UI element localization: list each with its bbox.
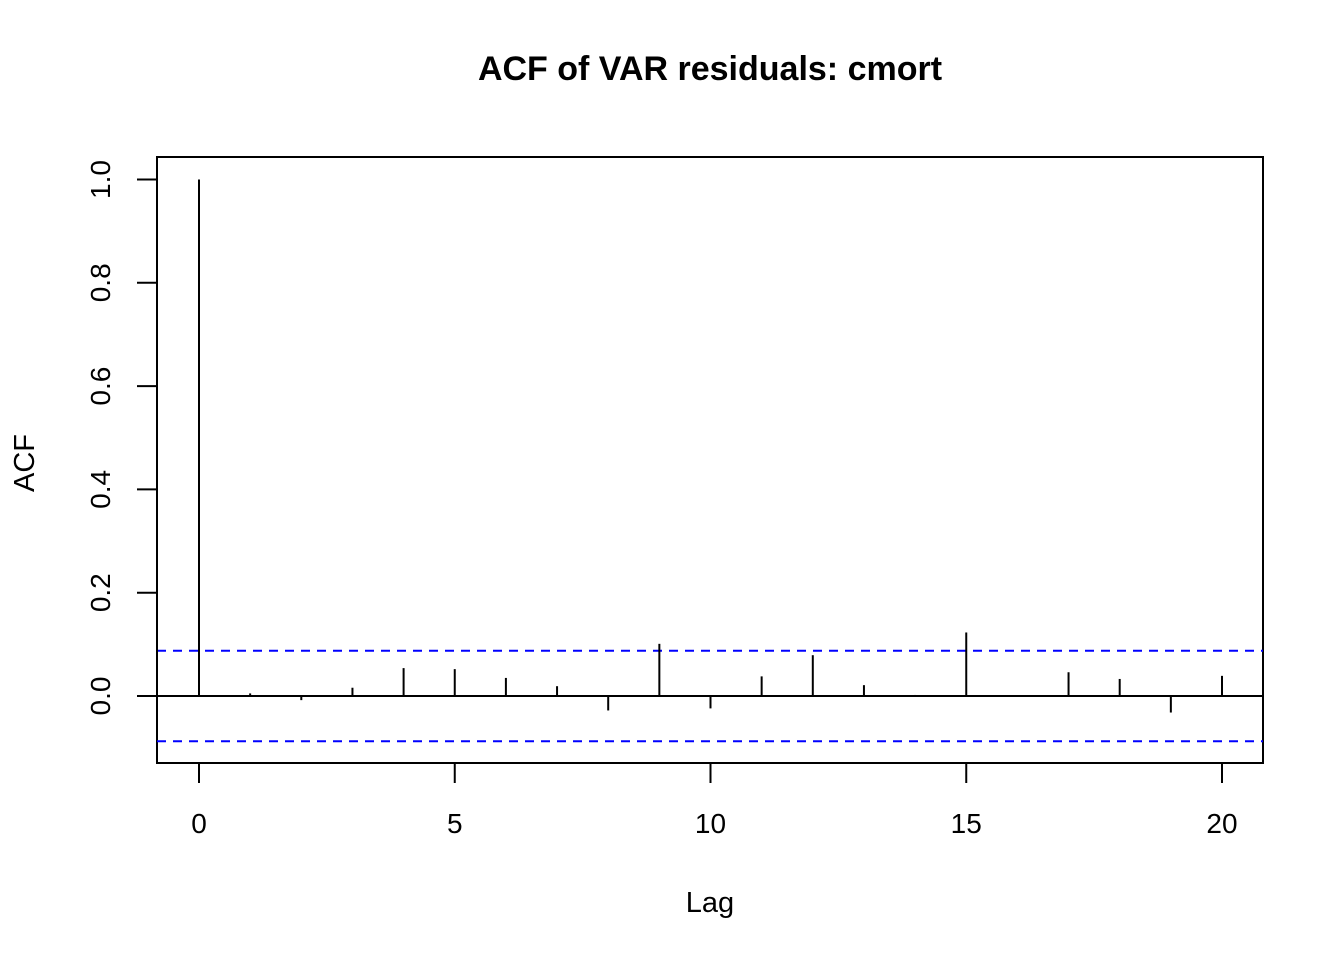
x-axis-label: Lag bbox=[686, 887, 734, 919]
chart-title: ACF of VAR residuals: cmort bbox=[478, 50, 942, 88]
y-tick-label: 0.4 bbox=[85, 470, 116, 509]
y-tick-label: 1.0 bbox=[85, 160, 116, 199]
y-axis-label: ACF bbox=[9, 434, 41, 492]
x-tick-label: 20 bbox=[1206, 808, 1237, 839]
y-tick-label: 0.2 bbox=[85, 573, 116, 612]
x-tick-label: 0 bbox=[191, 808, 207, 839]
x-tick-label: 15 bbox=[951, 808, 982, 839]
y-tick-label: 0.0 bbox=[85, 677, 116, 716]
plot-frame bbox=[156, 156, 1264, 764]
y-tick-label: 0.6 bbox=[85, 367, 116, 406]
y-tick-label: 0.8 bbox=[85, 263, 116, 302]
x-tick-label: 10 bbox=[695, 808, 726, 839]
x-tick-label: 5 bbox=[447, 808, 463, 839]
plot-area: 0 5 10 15 20 0.0 0.2 0.4 0.6 0.8 1.0 bbox=[85, 156, 1264, 839]
